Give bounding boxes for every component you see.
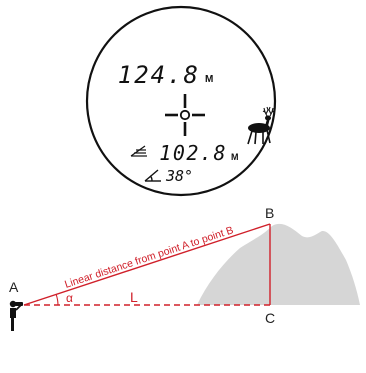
line-of-sight-label: Linear distance from point A to point B [63,224,235,291]
point-b-label: B [265,205,274,221]
l-distance-label: L [130,289,138,305]
line-of-sight [23,223,271,306]
person-with-rangefinder-icon [9,300,23,331]
horizontal-distance-readout: 102.8 [159,141,227,165]
alpha-label: α [66,291,73,305]
point-c-label: C [265,310,275,326]
angle-arc [55,293,59,306]
main-distance-readout: 124.8 [118,61,200,89]
crosshair-icon [165,94,205,136]
horizontal-distance-unit: M [231,152,239,162]
slope-mode-icon [130,145,147,157]
angle-icon [144,169,161,182]
main-distance-unit: M [205,74,213,85]
mountain-silhouette [197,223,360,305]
viewfinder-ring [85,5,277,197]
angle-readout: 38° [165,167,193,185]
viewfinder: 124.8 M 102.8 M [85,5,277,197]
deer-icon [247,106,275,145]
point-a-label: A [9,279,19,295]
